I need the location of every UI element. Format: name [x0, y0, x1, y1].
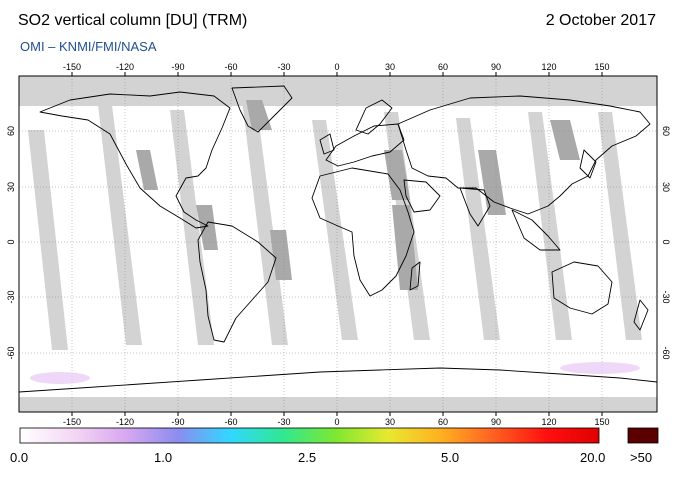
- lat-tick-label: -60: [661, 346, 671, 359]
- colorbar-label: 2.5: [298, 450, 317, 465]
- lon-tick-label: -30: [277, 417, 290, 427]
- lon-tick-label: -120: [116, 62, 134, 72]
- lat-tick-label: 0: [6, 239, 16, 244]
- swath-gap: [598, 112, 642, 340]
- lat-labels-left: 60 30 0 -30 -60: [6, 126, 16, 360]
- colorbar-label: 20.0: [580, 450, 606, 465]
- lon-tick-label: -60: [224, 62, 237, 72]
- colorbar-label: 0.0: [10, 450, 29, 465]
- lon-tick-label: -120: [116, 417, 134, 427]
- land-gap: [384, 150, 410, 200]
- land-gap: [246, 100, 272, 130]
- swath-gap: [98, 105, 142, 345]
- lon-tick-label: 90: [491, 417, 501, 427]
- lon-tick-label: 150: [594, 417, 609, 427]
- land-gap: [196, 205, 218, 250]
- coast-south-america: [197, 221, 277, 343]
- lon-tick-label: -90: [171, 62, 184, 72]
- lon-tick-label: 0: [334, 417, 339, 427]
- coast-greenland: [231, 85, 293, 133]
- swath-gap: [170, 110, 214, 345]
- lon-tick-label: 60: [438, 62, 448, 72]
- coast-southeast-asia: [511, 209, 561, 251]
- colorbar-overflow-label: >50: [630, 450, 653, 465]
- coast-scandinavia: [355, 99, 393, 135]
- north-no-data-cap: [19, 76, 657, 106]
- swath-gap: [28, 130, 68, 350]
- lon-labels-bottom: -150 -120 -90 -60 -30 0 30 60 90 120 150: [63, 417, 610, 427]
- coastlines: [19, 85, 657, 393]
- lon-tick-label: -90: [171, 417, 184, 427]
- map-date: 2 October 2017: [545, 12, 656, 29]
- coast-arabia: [403, 179, 441, 213]
- swath-gap: [528, 112, 572, 340]
- lat-tick-label: 60: [661, 126, 671, 136]
- lon-tick-label: -150: [63, 417, 81, 427]
- coast-japan: [579, 149, 597, 179]
- map-area: [19, 76, 657, 412]
- lon-tick-label: 30: [385, 62, 395, 72]
- so2-patch: [30, 372, 90, 384]
- map-title: SO2 vertical column [DU] (TRM): [18, 12, 248, 29]
- colorbar-label: 1.0: [154, 450, 173, 465]
- lat-tick-label: 30: [661, 182, 671, 192]
- coast-uk: [319, 133, 335, 155]
- land-gap: [136, 150, 158, 190]
- land-gap: [550, 120, 580, 160]
- lat-labels-right: 60 30 0 -30 -60: [661, 126, 671, 360]
- coast-africa: [311, 167, 415, 297]
- lon-tick-label: -60: [224, 417, 237, 427]
- so2-patch: [560, 362, 640, 374]
- coast-madagascar: [409, 261, 421, 291]
- lon-labels-top: -150 -120 -90 -60 -30 0 30 60 90 120 150: [63, 62, 610, 72]
- coast-antarctica: [19, 367, 657, 393]
- coast-europe: [325, 123, 405, 167]
- colorbar-overflow-box: [627, 427, 659, 444]
- land-gap: [478, 150, 506, 215]
- lat-tick-label: -30: [6, 290, 16, 303]
- lat-tick-label: 30: [6, 182, 16, 192]
- coast-new-zealand: [633, 299, 649, 331]
- lat-tick-label: -60: [6, 346, 16, 359]
- coast-india: [459, 187, 491, 227]
- lon-tick-label: -150: [63, 62, 81, 72]
- coast-australia: [551, 261, 613, 315]
- lat-tick-label: 60: [6, 126, 16, 136]
- map-frame: [18, 75, 658, 413]
- lat-tick-label: -30: [661, 290, 671, 303]
- lon-tick-label: 150: [594, 62, 609, 72]
- lat-tick-label: 0: [661, 239, 671, 244]
- colorbar: [19, 427, 600, 444]
- land-gap: [270, 230, 292, 280]
- data-credit: OMI – KNMI/FMI/NASA: [20, 39, 157, 54]
- lon-tick-label: 120: [541, 62, 556, 72]
- tick-marks: [71, 72, 603, 416]
- lon-tick-label: -30: [277, 62, 290, 72]
- coast-asia: [397, 95, 651, 215]
- lon-tick-label: 120: [541, 417, 556, 427]
- so2-signal: [30, 362, 640, 384]
- coast-north-america: [39, 91, 231, 229]
- swath-gap: [242, 100, 288, 345]
- lon-tick-label: 30: [385, 417, 395, 427]
- lon-tick-label: 90: [491, 62, 501, 72]
- lon-tick-label: 60: [438, 417, 448, 427]
- lon-tick-label: 0: [334, 62, 339, 72]
- south-no-data-cap: [19, 397, 657, 412]
- colorbar-label: 5.0: [441, 450, 460, 465]
- swath-gap: [456, 118, 500, 340]
- graticule: [19, 76, 657, 412]
